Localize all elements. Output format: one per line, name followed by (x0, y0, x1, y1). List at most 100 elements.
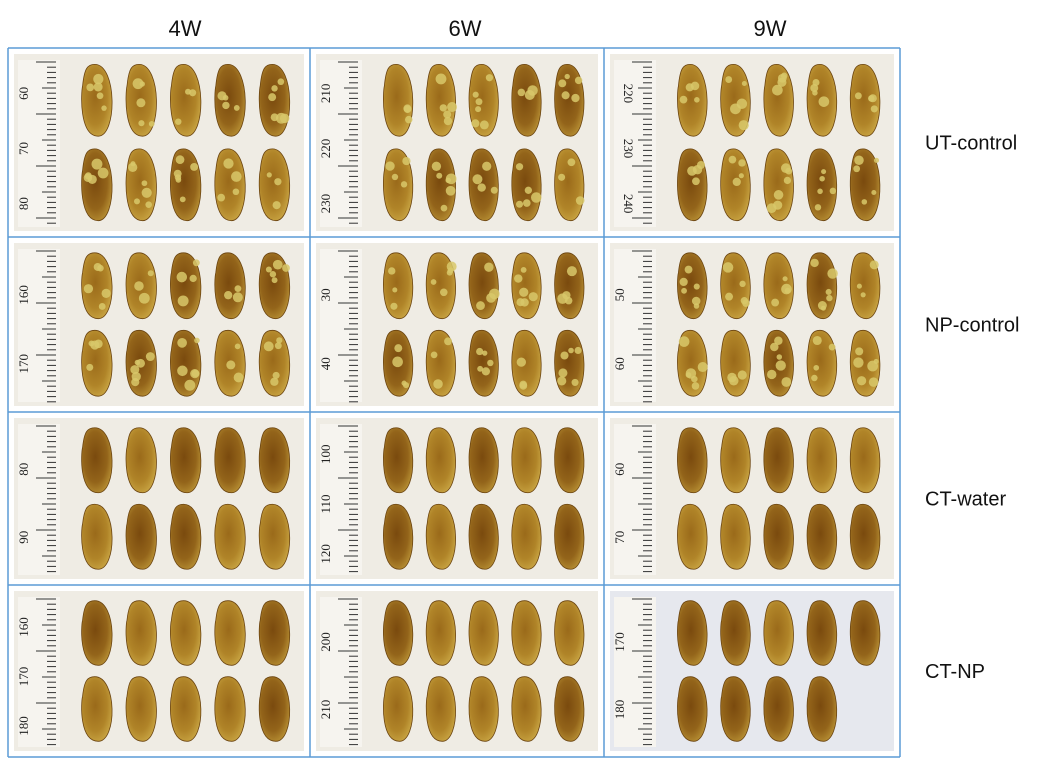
nodule (853, 357, 864, 368)
photo-background (14, 591, 304, 751)
nodule (693, 283, 700, 290)
nodule (694, 97, 700, 103)
ruler-number: 210 (318, 84, 333, 104)
lung-lobe (677, 148, 708, 222)
nodule (479, 120, 489, 130)
nodule (222, 101, 230, 110)
lung-lobe (511, 503, 542, 570)
lung-lobe (554, 252, 585, 320)
nodule (782, 276, 788, 282)
ruler-number: 240 (621, 194, 636, 214)
nodule (233, 105, 240, 111)
photo-cell: 210 220 230 (316, 54, 598, 231)
lung-lobe (511, 676, 542, 742)
nodule (179, 196, 186, 203)
column-header: 6W (449, 16, 482, 41)
lung-lobe (125, 600, 157, 666)
nodule (738, 159, 746, 167)
nodule (390, 302, 398, 310)
nodule (821, 169, 827, 175)
lung-lobe (720, 503, 751, 570)
nodule (489, 288, 500, 300)
nodule (812, 79, 820, 86)
lung-lobe (849, 427, 881, 494)
nodule (873, 358, 879, 365)
nodule (515, 163, 524, 171)
nodule (813, 364, 820, 371)
nodule (482, 161, 492, 171)
ruler (614, 424, 656, 575)
photo-background (316, 591, 598, 751)
ruler-number: 40 (318, 357, 333, 370)
row-label: NP-control (925, 315, 1019, 337)
lung-lobe (468, 427, 499, 494)
nodule (522, 199, 531, 207)
nodule (475, 106, 482, 113)
nodule (177, 338, 187, 348)
lung-lobe (383, 63, 414, 137)
nodule (485, 74, 494, 82)
lung-lobe (214, 503, 246, 570)
nodule (101, 105, 107, 111)
nodule (402, 156, 411, 166)
nodule (780, 163, 791, 174)
nodule (571, 378, 579, 386)
nodule (825, 288, 832, 296)
nodule (472, 174, 483, 185)
nodule (678, 336, 690, 347)
lung-lobe (81, 427, 113, 494)
nodule (88, 340, 95, 347)
nodule (189, 274, 197, 283)
nodule (477, 183, 486, 192)
nodule (176, 271, 188, 283)
photo-cell: 80 90 (14, 418, 304, 579)
lung-lobe (170, 148, 202, 222)
nodule (860, 292, 866, 298)
nodule (270, 377, 279, 386)
lung-lobe (720, 427, 751, 494)
ruler-number: 160 (16, 285, 31, 305)
photo-background (14, 54, 304, 231)
nodule (477, 365, 484, 372)
lung-lobe (511, 329, 542, 397)
lung-lobe (170, 676, 202, 742)
nodule (83, 284, 94, 294)
nodule (277, 78, 285, 86)
lung-lobe (170, 63, 202, 137)
lung-lobe (425, 600, 456, 666)
nodule (812, 90, 818, 96)
nodule (274, 342, 282, 350)
lung-lobe (849, 63, 881, 137)
nodule (861, 199, 868, 205)
nodule (564, 296, 573, 305)
nodule (574, 346, 582, 355)
nodule (445, 185, 456, 196)
nodule (566, 266, 577, 277)
nodule (819, 175, 825, 182)
nodule (190, 162, 199, 171)
nodule (217, 193, 226, 202)
lung-lobe (806, 600, 838, 666)
lung-lobe (763, 600, 794, 666)
nodule (567, 158, 576, 167)
nodule (131, 371, 141, 382)
lung-lobe (763, 503, 794, 570)
nodule (558, 173, 566, 181)
row-label: CT-NP (925, 661, 985, 683)
photo-background (610, 418, 894, 579)
nodule (728, 155, 737, 164)
nodule (403, 105, 412, 114)
photo-cell: 170 180 (610, 591, 894, 751)
nodule (679, 277, 688, 287)
nodule (405, 115, 413, 124)
lung-lobe (763, 63, 794, 137)
nodule (272, 259, 283, 270)
lung-lobe (81, 252, 113, 320)
nodule (679, 95, 688, 104)
nodule (190, 369, 200, 379)
nodule (869, 260, 879, 270)
ruler-number: 180 (16, 716, 31, 736)
nodule (276, 337, 283, 344)
lung-lobe (677, 503, 708, 570)
